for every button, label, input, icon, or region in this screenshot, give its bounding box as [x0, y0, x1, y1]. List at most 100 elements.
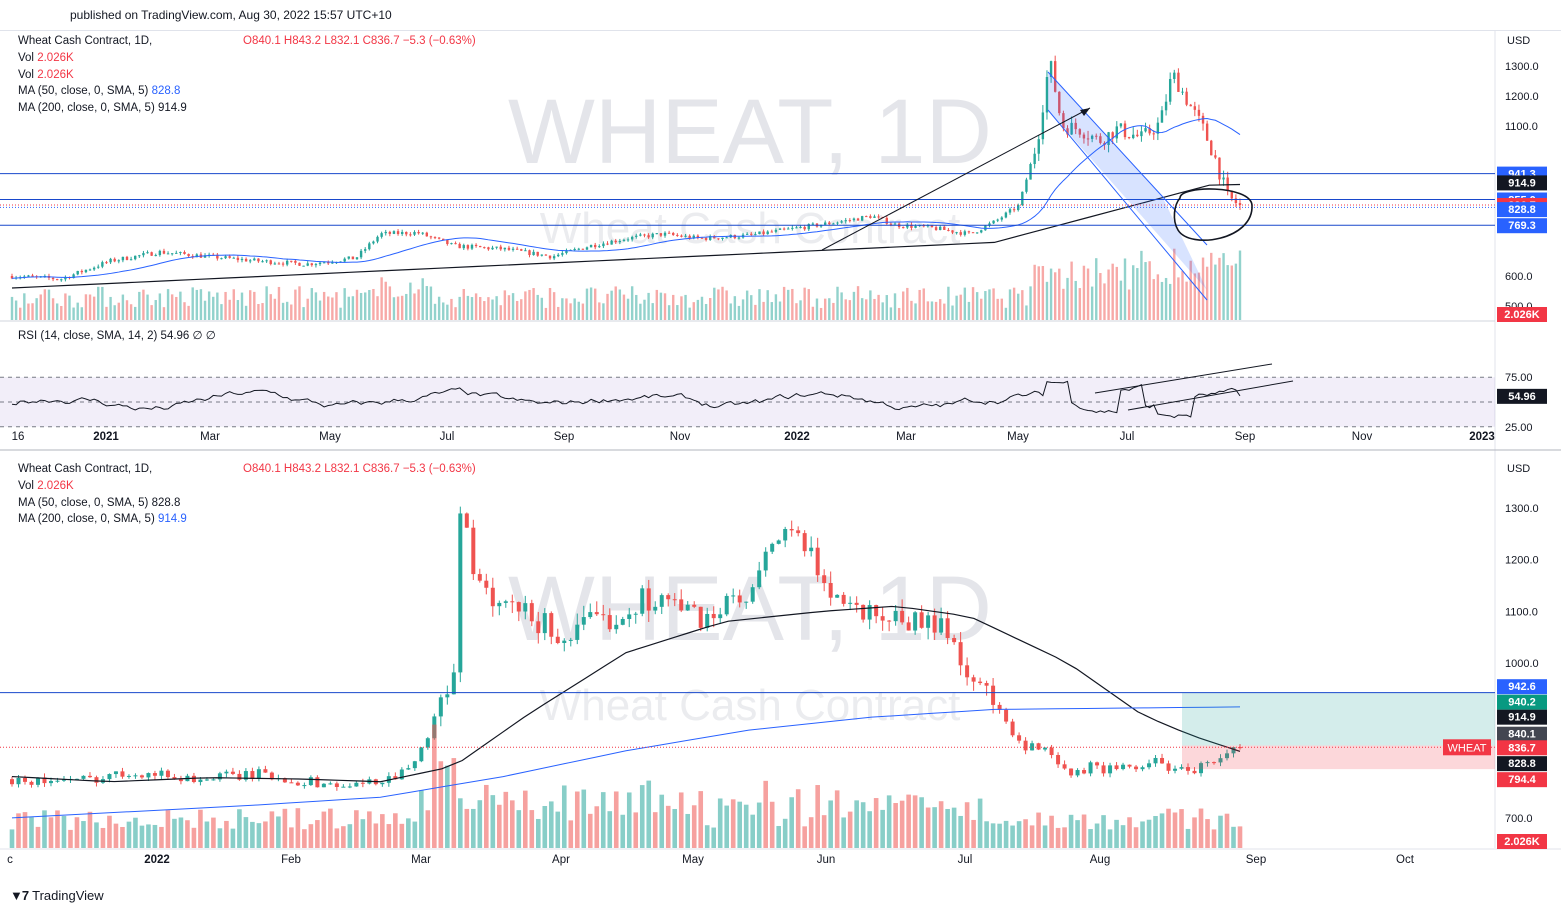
bottom-candle-body: [55, 780, 60, 782]
top-volume-bar: [1119, 280, 1123, 320]
tradingview-logo-icon: ▼7: [10, 888, 29, 903]
bottom-volume-bar: [347, 824, 353, 848]
bottom-candle-body: [399, 769, 404, 780]
top-candle-body: [832, 223, 835, 225]
bottom-candle-body: [1199, 763, 1204, 774]
bottom-volume-bar: [1146, 819, 1152, 848]
top-volume-bar: [635, 294, 638, 320]
top-candle-body: [240, 258, 244, 261]
top-candle-body: [183, 252, 186, 254]
top-volume-bar: [261, 303, 264, 320]
footer[interactable]: ▼7 TradingView: [10, 888, 104, 903]
bottom-volume-bar: [964, 802, 970, 848]
top-volume-bar: [92, 296, 96, 320]
top-vol1-value: 2.026K: [37, 51, 74, 64]
top-volume-bar: [1049, 268, 1053, 320]
bottom-candle-body: [971, 677, 976, 682]
top-candle-body: [142, 253, 145, 256]
top-volume-bar: [232, 289, 235, 320]
top-volume-bar: [55, 303, 59, 320]
top-volume-bar: [511, 293, 515, 320]
top-price-tick: 1100.0: [1505, 121, 1538, 133]
top-volume-bar: [392, 297, 396, 320]
top-volume-bar: [1127, 289, 1131, 320]
top-volume-bar: [561, 298, 564, 320]
bottom-candle-body: [861, 604, 866, 620]
top-candle-body: [1111, 132, 1114, 139]
bottom-candle-body: [360, 782, 365, 784]
top-candle-body: [72, 274, 75, 279]
top-candle-body: [893, 223, 897, 225]
bottom-volume-bar: [620, 814, 626, 848]
top-x-tick: 2023: [1469, 431, 1495, 443]
bottom-candle-body: [458, 513, 463, 673]
top-volume-bar: [146, 294, 149, 320]
bottom-volume-bar: [886, 795, 892, 848]
top-candle-body: [910, 224, 913, 228]
bottom-x-tick: Sep: [1246, 854, 1266, 866]
top-volume-bar: [1078, 288, 1082, 320]
bottom-volume-bar: [548, 801, 554, 848]
top-candle-body: [433, 237, 437, 239]
top-candle-body: [598, 246, 601, 248]
bottom-candle-body: [113, 771, 118, 775]
top-volume-bar: [507, 295, 511, 320]
top-candle-body: [1095, 135, 1098, 137]
bottom-volume-bar: [35, 826, 41, 848]
bottom-volume-bar: [172, 818, 177, 848]
top-volume-bar: [1152, 279, 1155, 320]
top-candle-body: [869, 216, 872, 218]
bottom-volume-bar: [315, 820, 320, 848]
top-volume-bar: [372, 288, 375, 320]
top-candle-body: [396, 231, 400, 235]
top-volume-bar: [893, 293, 897, 320]
top-candle-body: [791, 227, 794, 229]
top-volume-bar: [97, 286, 100, 320]
bottom-volume-bar: [224, 820, 229, 848]
top-volume-bar: [244, 305, 248, 320]
top-candle-body: [236, 257, 240, 261]
bottom-volume-bar: [1127, 817, 1132, 848]
bottom-price-label: 794.4: [1508, 774, 1536, 786]
bottom-candle-body: [672, 599, 677, 601]
bottom-volume-bar: [1042, 825, 1048, 848]
top-volume-bar: [659, 292, 663, 320]
top-volume-bar: [1160, 281, 1164, 320]
top-ma50-line: [11, 118, 1241, 279]
rsi-value: 54.96: [160, 330, 190, 342]
top-x-tick: 16: [12, 431, 25, 443]
top-candle-body: [400, 231, 404, 235]
top-volume-bar: [1074, 280, 1077, 320]
top-volume-bar: [43, 289, 47, 320]
circle-annotation: [1173, 188, 1253, 241]
bottom-volume-bar: [906, 794, 911, 848]
bottom-candle-body: [679, 599, 684, 611]
rsi-line: [11, 380, 1241, 419]
top-volume-bar: [721, 286, 724, 320]
top-volume-bar: [782, 286, 786, 320]
top-volume-bar: [1004, 307, 1008, 320]
top-volume-bar: [327, 296, 330, 320]
top-candle-body: [442, 238, 445, 241]
bottom-candle-body: [1108, 765, 1113, 774]
bottom-candle-body: [315, 777, 320, 788]
top-volume-bar: [684, 294, 687, 320]
bottom-candle-body: [1088, 762, 1093, 774]
top-volume-bar: [630, 286, 634, 320]
top-volume-bar: [840, 292, 843, 320]
bottom-volume-bar: [380, 814, 385, 848]
top-volume-bar: [236, 300, 240, 320]
bottom-candle-body: [61, 779, 66, 781]
top-candle-body: [1238, 203, 1242, 205]
bottom-candle-body: [484, 580, 489, 588]
top-candle-body: [1037, 139, 1040, 154]
footer-brand: TradingView: [32, 888, 104, 903]
top-volume-bar: [688, 307, 691, 320]
top-candle-body: [1123, 123, 1127, 138]
bottom-volume-bar: [633, 812, 639, 848]
bottom-candle-body: [1069, 768, 1074, 776]
bottom-volume-bar: [61, 815, 67, 848]
top-volume-bar: [306, 298, 309, 320]
top-volume-bar: [134, 306, 137, 320]
